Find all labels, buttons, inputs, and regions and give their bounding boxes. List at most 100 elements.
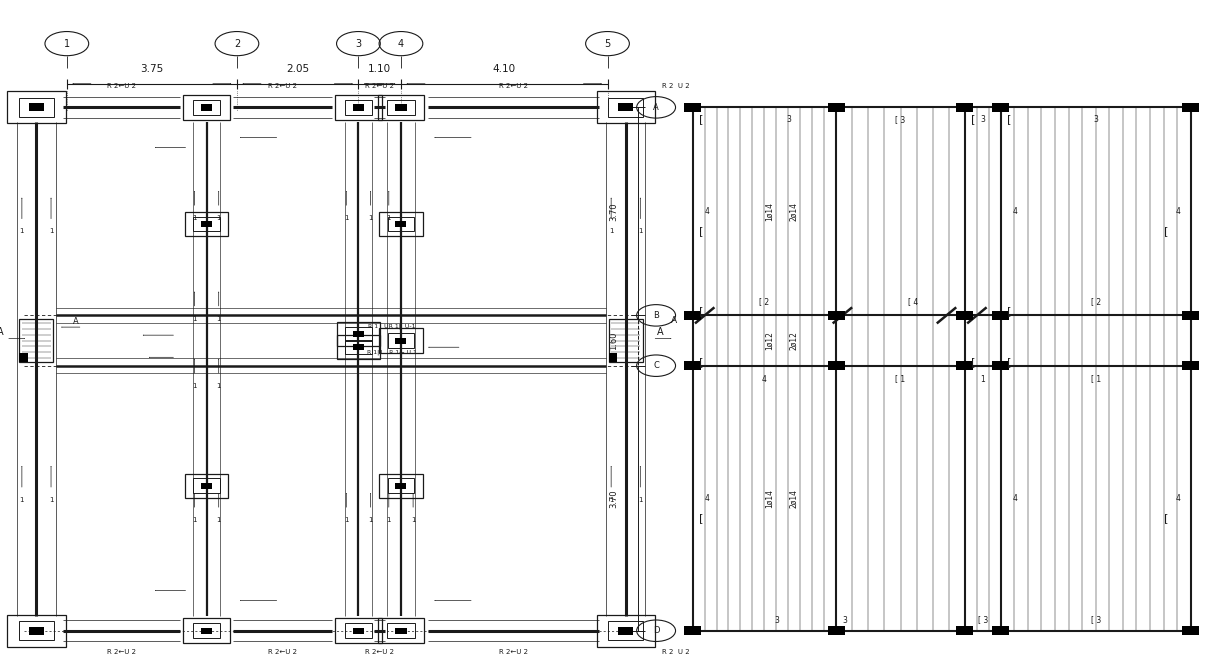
Text: 1ø12: 1ø12 <box>765 331 774 350</box>
Bar <box>193 478 220 493</box>
Text: 1: 1 <box>368 215 373 221</box>
Text: [: [ <box>699 227 703 236</box>
Bar <box>335 618 382 643</box>
Bar <box>345 623 372 638</box>
Text: 3: 3 <box>1094 115 1098 124</box>
Bar <box>827 626 844 635</box>
Bar <box>395 104 407 111</box>
Text: 3: 3 <box>786 115 791 124</box>
Text: R 1   UR 1|  U-1: R 1 UR 1| U-1 <box>368 323 416 329</box>
Bar <box>7 91 66 123</box>
Text: 1: 1 <box>216 215 221 221</box>
Bar <box>993 103 1010 112</box>
Bar <box>183 618 230 643</box>
Text: R 2←U 2: R 2←U 2 <box>107 650 136 655</box>
Bar <box>183 95 230 120</box>
Text: 1: 1 <box>192 215 197 221</box>
Bar <box>193 217 220 231</box>
Text: 1: 1 <box>411 517 416 523</box>
Text: 1.10: 1.10 <box>368 64 391 74</box>
Bar <box>352 627 364 634</box>
Text: 1: 1 <box>216 316 221 321</box>
Text: 1: 1 <box>19 229 24 234</box>
Bar <box>19 621 53 640</box>
Bar <box>19 353 28 362</box>
Bar <box>618 627 633 635</box>
Bar <box>352 104 364 111</box>
Bar <box>956 361 973 370</box>
Bar <box>609 98 643 117</box>
Text: R 2←U 2: R 2←U 2 <box>499 650 527 655</box>
Bar <box>352 344 364 350</box>
Text: A: A <box>0 327 4 338</box>
Text: [ 2: [ 2 <box>759 297 769 307</box>
Bar <box>388 478 414 493</box>
Bar <box>684 103 701 112</box>
Text: R 2  U 2: R 2 U 2 <box>662 83 690 89</box>
Bar <box>993 361 1010 370</box>
Bar <box>185 212 228 236</box>
Bar <box>7 615 66 647</box>
Text: 2ø12: 2ø12 <box>790 331 798 350</box>
Text: [: [ <box>971 115 976 124</box>
Text: 3: 3 <box>774 615 779 625</box>
Text: R 2←U 2: R 2←U 2 <box>269 650 296 655</box>
Text: 4: 4 <box>1176 494 1181 503</box>
Bar <box>1182 103 1199 112</box>
Bar <box>684 361 701 370</box>
Text: [: [ <box>699 307 703 316</box>
Text: 4.10: 4.10 <box>492 64 516 74</box>
Text: R 1|1   R 1← U 1: R 1|1 R 1← U 1 <box>367 350 417 356</box>
Bar <box>827 103 844 112</box>
Text: 2.05: 2.05 <box>286 64 310 74</box>
Text: R 2  U 2: R 2 U 2 <box>662 650 690 655</box>
Bar <box>388 217 414 231</box>
Text: 3.70: 3.70 <box>609 202 618 221</box>
Text: 1: 1 <box>192 383 197 389</box>
Text: R 2←U 2: R 2←U 2 <box>269 83 296 89</box>
Bar <box>609 353 617 362</box>
Text: [ 1: [ 1 <box>895 374 905 384</box>
Text: R 2←U 2: R 2←U 2 <box>499 83 527 89</box>
Bar <box>29 103 44 111</box>
Text: 1: 1 <box>192 517 197 523</box>
Bar <box>1182 311 1199 320</box>
Text: 4: 4 <box>762 374 767 384</box>
Bar <box>337 335 380 360</box>
Bar <box>378 95 424 120</box>
Text: D: D <box>652 626 660 635</box>
Bar <box>693 107 1191 631</box>
Text: 4: 4 <box>1176 207 1181 216</box>
Text: 1: 1 <box>192 316 197 321</box>
Text: B: B <box>654 311 659 320</box>
Bar <box>827 311 844 320</box>
Text: [: [ <box>1007 357 1011 366</box>
Text: [: [ <box>699 357 703 366</box>
Bar <box>378 618 424 643</box>
Bar <box>202 482 213 488</box>
Text: R 2←U 2: R 2←U 2 <box>366 650 394 655</box>
Text: 1ø14: 1ø14 <box>765 488 774 508</box>
Bar <box>993 311 1010 320</box>
Bar <box>395 627 407 634</box>
Text: 1: 1 <box>216 383 221 389</box>
Text: [ 2: [ 2 <box>1091 297 1101 307</box>
Text: [ 1: [ 1 <box>1091 374 1101 384</box>
Text: R 2←U 2: R 2←U 2 <box>107 83 136 89</box>
Bar <box>200 104 213 111</box>
Bar <box>597 91 655 123</box>
Bar <box>193 623 220 638</box>
Text: 4: 4 <box>1013 494 1018 503</box>
Bar <box>388 333 414 348</box>
Text: 2: 2 <box>233 39 241 48</box>
Text: [: [ <box>1164 513 1169 523</box>
Text: 1: 1 <box>63 39 70 48</box>
Bar <box>956 103 973 112</box>
Text: A: A <box>73 317 78 326</box>
Text: 4: 4 <box>397 39 405 48</box>
Bar <box>609 319 643 362</box>
Bar <box>379 329 423 353</box>
Bar <box>1182 626 1199 635</box>
Bar <box>827 361 844 370</box>
Text: A: A <box>656 327 663 338</box>
